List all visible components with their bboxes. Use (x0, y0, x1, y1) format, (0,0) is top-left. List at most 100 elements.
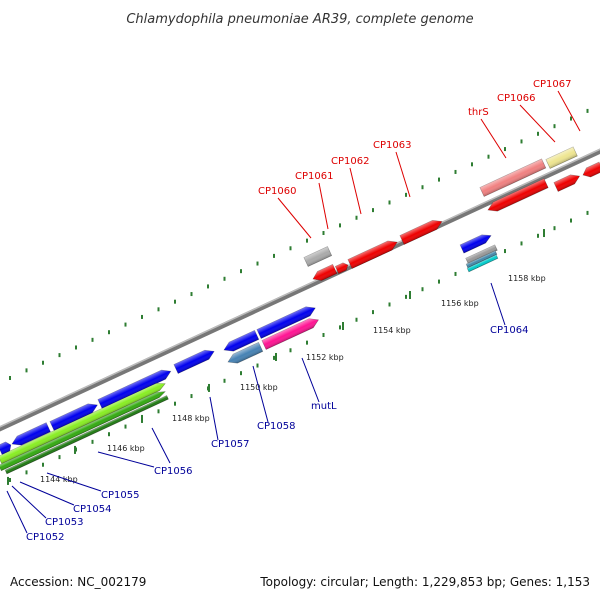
leader-line (151, 427, 171, 464)
gene-label-lower[interactable]: CP1057 (211, 439, 249, 450)
gene-arrow (312, 263, 338, 281)
gene-arrow (347, 240, 398, 269)
gene-arrow (261, 318, 319, 350)
gene-arrow-shade (173, 350, 215, 374)
leader-line (6, 490, 28, 534)
gene-label-upper[interactable]: CP1062 (331, 156, 369, 167)
gene-arrow-shade (0, 441, 11, 455)
gene-arrow-shade (460, 234, 492, 254)
leader-line (209, 396, 219, 441)
leader-line (301, 357, 320, 403)
gene-arrow-shade (466, 250, 497, 268)
gene-arrow (479, 158, 547, 197)
gene-arrow-shade (5, 395, 169, 474)
ruler-tick-label: 1152 kbp (306, 353, 344, 362)
gene-label-lower[interactable]: CP1053 (45, 517, 83, 528)
gene-arrow-shade (12, 422, 51, 446)
gene-arrow-shade (228, 342, 263, 364)
ruler-tick-label: 1158 kbp (508, 274, 546, 283)
gene-arrow-shade (49, 403, 98, 431)
gene-label-lower[interactable]: CP1056 (154, 466, 192, 477)
gene-arrow (553, 174, 581, 192)
dotted-guide-tracks (7, 108, 589, 485)
gene-arrow (582, 161, 600, 178)
gene-arrow (545, 146, 578, 169)
leader-line (11, 485, 47, 519)
ruler-tick-label: 1148 kbp (172, 414, 210, 423)
gene-arrow (173, 349, 215, 374)
gene-arrow (465, 250, 498, 269)
gene-label-lower[interactable]: CP1052 (26, 532, 64, 543)
gene-arrow-shade (0, 391, 166, 471)
ruler-tick-label: 1144 kbp (40, 475, 78, 484)
upper-gene-labels: CP1060 CP1061 CP1062 CP1063 thrS CP1066 … (258, 79, 571, 197)
gene-arrow (0, 441, 12, 455)
gene-arrow (0, 383, 166, 465)
gene-arrow (11, 422, 51, 446)
gene-arrow-shade (545, 146, 578, 169)
genome-backbone (0, 148, 600, 432)
gene-label-lower[interactable]: CP1058 (257, 421, 295, 432)
genome-summary-text: Topology: circular; Length: 1,229,853 bp… (259, 575, 590, 589)
gene-label-lower[interactable]: CP1055 (101, 490, 139, 501)
gene-arrow (459, 234, 492, 254)
gene-arrow-shade (479, 158, 546, 197)
gene-arrow-shade (583, 162, 600, 178)
gene-arrow-shade (97, 370, 171, 409)
gene-arrow-shade (261, 318, 319, 350)
gene-arrow (256, 306, 316, 339)
gene-arrow (303, 246, 333, 267)
gene-arrow-shade (465, 244, 498, 264)
gene-arrow-shade (224, 330, 259, 352)
gene-label-lower[interactable]: CP1064 (490, 325, 528, 336)
ruler-tick-label: 1146 kbp (107, 444, 145, 453)
leader-line (490, 282, 506, 326)
gene-arrow (4, 395, 169, 475)
gene-arrow-shade (347, 240, 398, 269)
gene-arrow-shade (488, 178, 549, 212)
gene-arrow (97, 369, 172, 409)
leader-line (349, 167, 362, 215)
lower-gene-labels: CP1052 CP1053 CP1054 CP1055 CP1056 CP105… (26, 325, 528, 543)
leader-line (480, 118, 507, 159)
gene-label-upper[interactable]: CP1060 (258, 186, 296, 197)
gene-arrow-shade (303, 246, 332, 267)
gene-features (0, 146, 600, 475)
gene-arrow (0, 391, 166, 472)
leader-line (19, 481, 75, 506)
gene-arrow-shade (256, 306, 316, 339)
gene-label-upper[interactable]: CP1063 (373, 140, 411, 151)
leader-line (277, 197, 312, 239)
leader-line (519, 104, 556, 143)
gene-arrow (223, 329, 260, 352)
gene-label-upper[interactable]: thrS (468, 107, 489, 118)
gene-arrow-shade (467, 254, 498, 272)
gene-arrow (487, 178, 549, 212)
leader-line (318, 182, 329, 230)
map-title: Chlamydophila pneumoniae AR39, complete … (126, 12, 473, 27)
gene-arrow (334, 262, 349, 275)
ruler-tick-label: 1156 kbp (441, 299, 479, 308)
gene-arrow-shade (0, 383, 166, 464)
gene-arrow (466, 254, 499, 273)
gene-arrow-shade (335, 262, 348, 274)
gene-label-lower[interactable]: mutL (311, 401, 337, 412)
leader-line (46, 472, 102, 492)
leader-line (97, 451, 155, 468)
leader-line (557, 90, 581, 132)
gene-label-upper[interactable]: CP1061 (295, 171, 333, 182)
gene-arrow (227, 341, 264, 364)
gene-arrow (49, 403, 98, 431)
ruler-tick-label: 1154 kbp (373, 326, 411, 335)
gene-label-upper[interactable]: CP1066 (497, 93, 535, 104)
leader-line (252, 365, 269, 423)
leader-line (395, 151, 411, 198)
gene-arrow (465, 244, 498, 265)
gene-label-upper[interactable]: CP1067 (533, 79, 571, 90)
gene-label-lower[interactable]: CP1054 (73, 504, 111, 515)
gene-arrow-shade (399, 220, 442, 245)
gene-arrow-shade (313, 264, 337, 281)
gene-arrow (399, 220, 443, 245)
position-ruler: 1144 kbp 1146 kbp 1148 kbp 1150 kbp 1152… (40, 274, 546, 484)
